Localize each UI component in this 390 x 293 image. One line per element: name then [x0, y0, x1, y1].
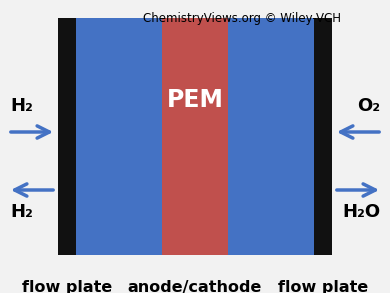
Text: flow plate: flow plate — [22, 280, 112, 293]
Bar — [162, 18, 228, 255]
Text: anode/cathode: anode/cathode — [128, 280, 262, 293]
Text: ChemistryViews.org © Wiley-VCH: ChemistryViews.org © Wiley-VCH — [143, 12, 341, 25]
Text: flow plate: flow plate — [278, 280, 368, 293]
Bar — [76, 18, 314, 255]
Text: H₂O: H₂O — [342, 203, 380, 221]
Bar — [58, 18, 76, 255]
Text: PEM: PEM — [167, 88, 223, 112]
Text: H₂: H₂ — [10, 203, 33, 221]
Bar — [314, 18, 332, 255]
Text: O₂: O₂ — [357, 97, 380, 115]
Text: H₂: H₂ — [10, 97, 33, 115]
